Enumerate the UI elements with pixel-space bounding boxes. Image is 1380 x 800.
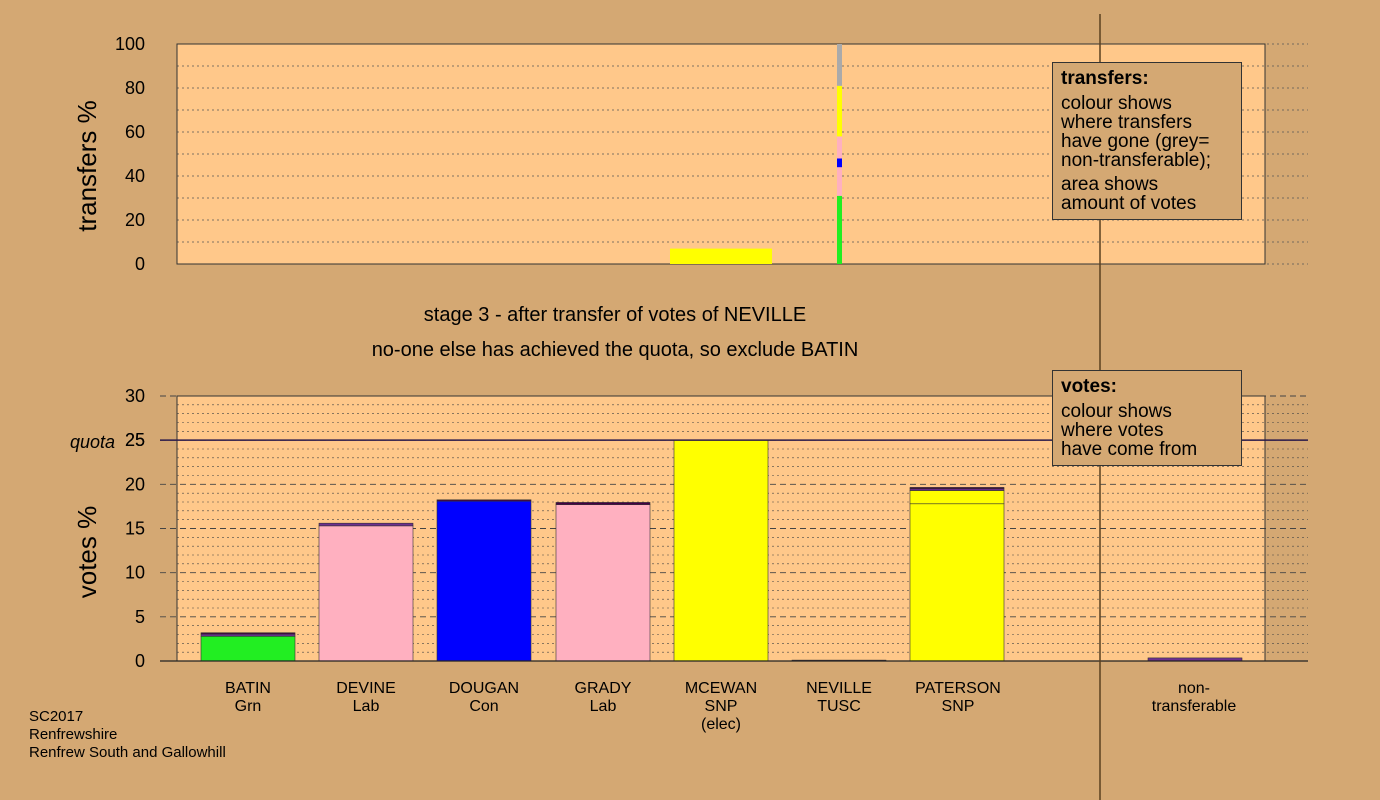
candidate-label-devine: DEVINE Lab [306, 680, 426, 716]
votes-y-tick-label: 25 [125, 430, 145, 450]
candidate-label-dougan: DOUGAN Con [424, 680, 544, 716]
votes-y-tick-label: 20 [125, 474, 145, 494]
nontransferable-line: transferable [1151, 698, 1237, 715]
vote-bar-segment [555, 504, 651, 662]
votes-legend-line: where votes [1061, 420, 1164, 441]
vote-bar [200, 632, 296, 662]
nontransferable-label: non- transferable [1134, 680, 1254, 716]
council-name: Renfrewshire [29, 726, 118, 743]
transfers-y-tick-label: 60 [125, 122, 145, 142]
transfer-column-segment [837, 195, 842, 264]
candidate-name: DEVINE [336, 680, 396, 697]
candidate-label-mcewan: MCEWAN SNP (elec) [661, 680, 781, 734]
candidate-name: MCEWAN [684, 680, 758, 697]
votes-y-tick-label: 5 [135, 607, 145, 627]
transfers-legend-line: have gone (grey= [1061, 131, 1210, 152]
candidate-party: SNP [704, 698, 738, 715]
vote-bar [436, 499, 532, 662]
candidate-name: DOUGAN [448, 680, 520, 697]
candidate-name: GRADY [574, 680, 632, 697]
stage-action: no-one else has achieved the quota, so e… [371, 339, 859, 361]
votes-axis-title: votes % [72, 506, 102, 599]
transfers-y-tick-label: 40 [125, 166, 145, 186]
election-footer: SC2017 Renfrewshire Renfrew South and Ga… [29, 708, 226, 762]
quota-value-label: 25 [125, 430, 145, 450]
transfers-legend-title: transfers: [1061, 68, 1149, 89]
transfers-y-tick-label: 0 [135, 254, 145, 274]
transfers-axis-title: transfers % [72, 100, 102, 232]
transfer-column-segment [837, 136, 842, 159]
votes-y-tick-label: 10 [125, 563, 145, 583]
vote-bar-segment [909, 503, 1005, 662]
votes-y-tick-label: 15 [125, 519, 145, 539]
vote-bar-segment [673, 439, 769, 662]
transfers-y-tick-label: 80 [125, 78, 145, 98]
vote-bar-segment [909, 487, 1005, 490]
vote-bar-segment [318, 522, 414, 527]
transfer-column-segment [837, 158, 842, 168]
vote-bar-segment [909, 490, 1005, 505]
candidate-name: NEVILLE [806, 680, 872, 697]
candidate-party: Con [469, 698, 499, 715]
votes-legend: votes: colour shows where votes have com… [1052, 370, 1242, 466]
vote-bar [555, 502, 651, 662]
transfers-legend-line: where transfers [1061, 112, 1192, 133]
transfers-legend: transfers: colour shows where transfers … [1052, 62, 1242, 220]
candidate-party: Grn [234, 698, 262, 715]
candidate-party: TUSC [817, 698, 861, 715]
stage-description: stage 3 - after transfer of votes of NEV… [423, 304, 807, 326]
vote-bar-segment [200, 632, 296, 635]
transfer-column-segment [837, 167, 842, 196]
transfer-column-segment [837, 44, 842, 86]
candidate-party: Lab [352, 698, 380, 715]
candidate-party: Lab [589, 698, 617, 715]
transfers-legend-line: area shows [1061, 174, 1159, 195]
candidate-label-neville: NEVILLE TUSC [779, 680, 899, 716]
vote-bar-segment [318, 525, 414, 662]
transfers-y-tick-label: 20 [125, 210, 145, 230]
vote-bar-segment [555, 502, 651, 505]
votes-y-tick-label: 0 [135, 651, 145, 671]
candidate-note: (elec) [700, 716, 741, 733]
votes-legend-line: colour shows [1061, 401, 1172, 422]
vote-bar-segment [200, 633, 296, 637]
vote-bar-segment [436, 500, 532, 662]
vote-bar [909, 487, 1005, 662]
ward-name: Renfrew South and Gallowhill [29, 744, 226, 761]
candidate-name: PATERSON [915, 680, 1001, 697]
transfers-legend-line: colour shows [1061, 93, 1172, 114]
vote-bar-segment [200, 635, 296, 662]
candidate-label-grady: GRADY Lab [543, 680, 663, 716]
transfers-y-tick-label: 100 [115, 34, 145, 54]
election-code: SC2017 [29, 708, 84, 725]
candidate-label-batin: BATIN Grn [188, 680, 308, 716]
transfers-legend-line: amount of votes [1061, 193, 1197, 214]
candidate-label-paterson: PATERSON SNP [898, 680, 1018, 716]
vote-bar [673, 439, 769, 662]
transfers-legend-line: non-transferable); [1061, 150, 1211, 171]
votes-legend-title: votes: [1061, 376, 1117, 397]
candidate-party: SNP [941, 698, 975, 715]
votes-legend-line: have come from [1061, 439, 1198, 460]
votes-y-tick-label: 30 [125, 386, 145, 406]
transfer-column-segment [837, 85, 842, 137]
nontransferable-line: non- [1177, 680, 1211, 697]
vote-bar-segment [436, 499, 532, 502]
vote-bar [318, 522, 414, 662]
transfer-block [670, 248, 772, 264]
candidate-name: BATIN [225, 680, 271, 697]
quota-label: quota [70, 432, 115, 452]
